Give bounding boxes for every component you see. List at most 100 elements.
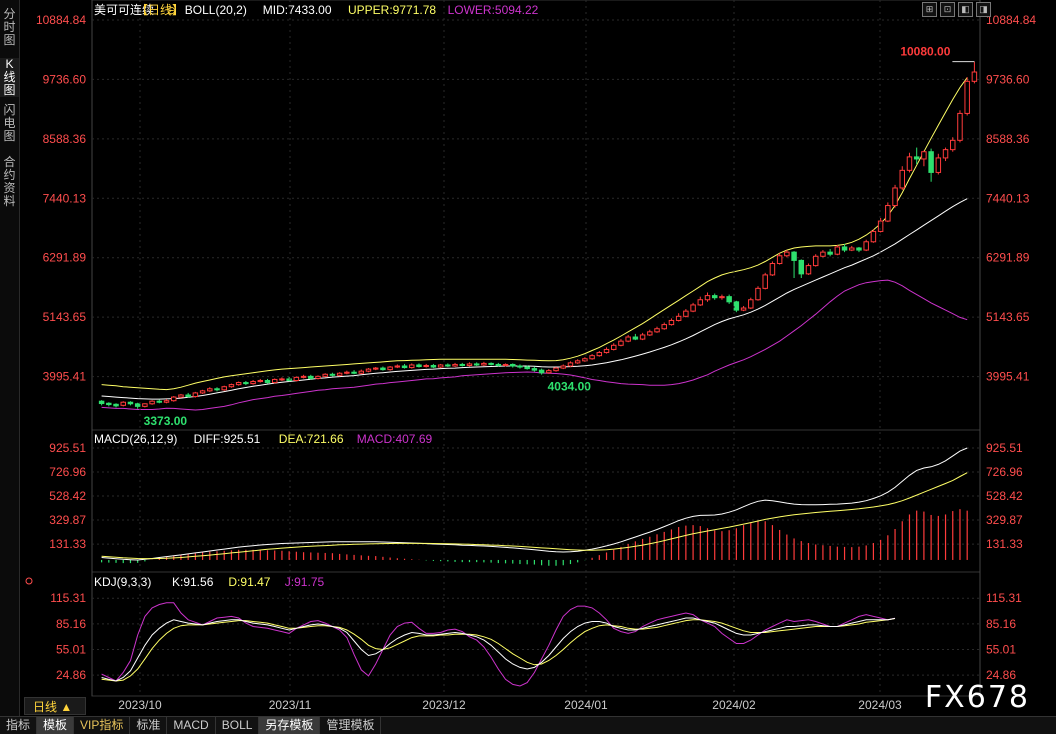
candle-body-7 xyxy=(149,400,155,405)
candle-body-91 xyxy=(755,287,761,301)
macd-ytick-right-2: 528.42 xyxy=(986,489,1023,503)
candle-body-48 xyxy=(445,364,451,367)
candle-body-3 xyxy=(120,401,126,406)
candle-body-97 xyxy=(798,259,805,275)
candle-body-20 xyxy=(243,382,249,385)
bottom-tab-bar: 指标 模板 VIP指标 标准 MACD BOLL 另存模板 管理模板 xyxy=(0,716,1056,734)
watermark: FX678 xyxy=(924,680,1030,715)
candle-body-17 xyxy=(221,386,227,391)
price-ytick-right-6: 3995.41 xyxy=(986,370,1030,384)
price-ytick-left-6: 3995.41 xyxy=(43,370,87,384)
candle-body-109 xyxy=(885,205,891,222)
chart-svg[interactable]: 10884.84 10884.84 9736.60 9736.60 8588.36 858… xyxy=(20,0,1056,716)
prev-icon[interactable]: ◧ xyxy=(958,2,973,17)
candle-body-58 xyxy=(517,365,523,368)
boll-mid-value: MID:7433.00 xyxy=(263,3,332,17)
candle-body-24 xyxy=(271,378,278,384)
candle-body-65 xyxy=(567,362,574,367)
kdj-ytick-right-3: 24.86 xyxy=(986,668,1016,682)
candle-body-86 xyxy=(719,296,725,299)
zoom-in-icon[interactable]: ⊡ xyxy=(940,2,955,17)
boll-label: BOLL(20,2) xyxy=(185,3,247,17)
low-label-2: 4034.00 xyxy=(548,380,592,394)
candle-body-9 xyxy=(163,400,170,403)
candle-body-68 xyxy=(589,355,595,360)
kdj-ytick-right-1: 85.16 xyxy=(986,617,1016,631)
candle-body-72 xyxy=(618,340,624,346)
macd-dea-line xyxy=(101,472,968,560)
x-label-0: 2023/10 xyxy=(118,698,162,712)
period-button[interactable]: 日线 ▲ xyxy=(24,697,86,715)
price-ytick-left-1: 9736.60 xyxy=(43,72,87,86)
candle-body-66 xyxy=(574,360,581,364)
candle-body-61 xyxy=(538,369,545,374)
macd-diff-line xyxy=(101,447,968,561)
candle-body-88 xyxy=(733,301,740,311)
left-tab-1[interactable]: 分时图 xyxy=(3,7,16,47)
candle-body-54 xyxy=(488,362,494,365)
next-icon[interactable]: ◨ xyxy=(976,2,991,17)
candle-body-30 xyxy=(315,375,321,379)
candle-body-62 xyxy=(546,370,552,374)
candle-body-96 xyxy=(791,251,797,261)
macd-ytick-left-3: 329.87 xyxy=(49,513,86,527)
price-ytick-left-0: 10884.84 xyxy=(36,13,86,27)
candle-body-50 xyxy=(459,363,465,366)
candle-body-16 xyxy=(214,388,220,391)
price-ytick-right-0: 10884.84 xyxy=(986,13,1036,27)
candle-body-71 xyxy=(611,344,617,350)
x-label-3: 2024/01 xyxy=(564,698,608,712)
left-tab-3[interactable]: 闪电图 xyxy=(3,103,16,143)
macd-title: MACD(26,12,9) xyxy=(94,432,177,446)
chart-area[interactable]: 10884.84 10884.84 9736.60 9736.60 8588.36 858… xyxy=(20,0,1056,716)
panel-frame-3 xyxy=(91,571,981,697)
candle-body-76 xyxy=(647,331,653,336)
kdj-ytick-left-2: 55.01 xyxy=(56,642,86,656)
candle-body-1 xyxy=(106,402,112,406)
candle-body-69 xyxy=(596,352,603,357)
price-ytick-right-3: 7440.13 xyxy=(986,191,1030,205)
high-label: 10080.00 xyxy=(900,45,950,59)
panel-frame-2 xyxy=(91,429,981,573)
candle-body-2 xyxy=(113,403,119,407)
candle-body-11 xyxy=(178,394,184,398)
candle-body-33 xyxy=(336,372,343,376)
candle-body-113 xyxy=(913,156,920,160)
candle-body-98 xyxy=(805,265,812,275)
candle-body-5 xyxy=(134,403,141,407)
candle-body-59 xyxy=(524,366,530,370)
candle-body-104 xyxy=(849,247,855,251)
x-label-1: 2023/11 xyxy=(269,698,312,712)
candle-body-42 xyxy=(401,365,408,369)
candle-body-121 xyxy=(971,71,978,82)
bottom-tab-8[interactable]: 管理模板 xyxy=(320,717,382,734)
bottom-tab-6[interactable]: BOLL xyxy=(216,717,260,734)
candle-body-46 xyxy=(430,364,437,368)
zoom-fit-icon[interactable]: ⊞ xyxy=(922,2,937,17)
low-label-1: 3373.00 xyxy=(144,414,188,428)
candle-body-80 xyxy=(675,315,682,321)
boll-lower-line xyxy=(101,279,968,411)
candle-body-60 xyxy=(531,368,538,371)
candle-body-41 xyxy=(394,365,401,368)
x-label-4: 2024/02 xyxy=(712,698,756,712)
candle-body-117 xyxy=(942,149,949,159)
kdj-k-value: K:91.56 xyxy=(172,575,214,589)
candle-body-15 xyxy=(207,388,213,392)
candle-body-116 xyxy=(935,157,942,173)
kdj-ytick-right-2: 55.01 xyxy=(986,642,1016,656)
price-ytick-left-4: 6291.89 xyxy=(43,251,87,265)
candle-body-81 xyxy=(683,310,689,317)
bottom-tab-1[interactable]: 指标 xyxy=(0,717,38,734)
bottom-tab-3[interactable]: VIP指标 xyxy=(74,717,131,734)
bottom-tab-4[interactable]: 标准 xyxy=(130,717,168,734)
candle-body-94 xyxy=(776,255,783,265)
left-tab-4[interactable]: 合约资料 xyxy=(3,155,16,208)
bottom-tab-5[interactable]: MACD xyxy=(167,717,216,734)
candle-body-6 xyxy=(142,403,148,407)
bottom-tab-2[interactable]: 模板 xyxy=(37,717,75,734)
price-ytick-left-2: 8588.36 xyxy=(43,132,87,146)
bottom-tab-7[interactable]: 另存模板 xyxy=(259,717,321,734)
